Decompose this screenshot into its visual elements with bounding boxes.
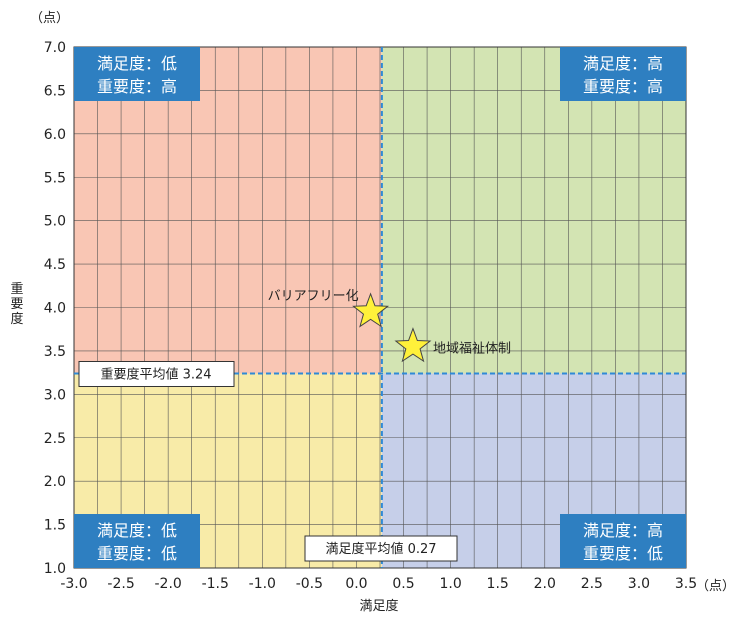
x-tick-label: -2.5 bbox=[107, 576, 134, 592]
quadrant-label-text: 重要度：低 bbox=[583, 544, 663, 563]
quadrant-label-box bbox=[74, 47, 200, 101]
y-tick-label: 3.0 bbox=[44, 387, 66, 403]
quadrant-label-text: 満足度：高 bbox=[583, 54, 663, 73]
data-point-label: 地域福祉体制 bbox=[433, 342, 511, 357]
quadrant-label-box bbox=[560, 514, 686, 568]
y-average-label: 重要度平均値 3.24 bbox=[100, 366, 211, 382]
quadrant-label-box bbox=[560, 47, 686, 101]
y-axis-label-char: 度 bbox=[10, 311, 23, 327]
y-axis-label-char: 要 bbox=[10, 297, 23, 312]
quadrant-label-text: 満足度：低 bbox=[97, 54, 177, 73]
x-tick-label: -0.5 bbox=[296, 576, 323, 592]
x-average-label: 満足度平均値 0.27 bbox=[325, 541, 436, 557]
y-tick-label: 3.5 bbox=[44, 344, 66, 360]
quadrant-top-right bbox=[381, 47, 686, 374]
x-tick-label: 1.5 bbox=[487, 576, 509, 592]
quadrant-label-box bbox=[74, 514, 200, 568]
x-tick-label: -3.0 bbox=[60, 576, 87, 592]
y-tick-label: 4.5 bbox=[44, 257, 66, 273]
quadrant-label-text: 満足度：低 bbox=[97, 521, 177, 540]
x-tick-label: 2.5 bbox=[581, 576, 603, 592]
tick-labels: -3.0 -2.5 -2.0 -1.5 -1.0 -0.5 0.0 0.5 1.0 1.5 2.0 2… bbox=[44, 40, 697, 592]
y-tick-label: 4.0 bbox=[44, 301, 66, 317]
x-tick-label: 0.0 bbox=[345, 576, 367, 592]
x-tick-label: 0.5 bbox=[392, 576, 414, 592]
x-tick-label: -1.5 bbox=[202, 576, 229, 592]
y-axis-label-char: 重 bbox=[10, 281, 23, 297]
y-tick-label: 2.0 bbox=[44, 474, 66, 490]
x-tick-label: 1.0 bbox=[439, 576, 461, 592]
quadrant-label-text: 重要度：高 bbox=[583, 77, 663, 96]
y-tick-label: 5.0 bbox=[44, 214, 66, 230]
x-axis-label: 満足度 bbox=[359, 598, 398, 614]
y-tick-label: 1.0 bbox=[44, 561, 66, 577]
x-tick-label: 3.5 bbox=[675, 576, 697, 592]
x-tick-label: 2.0 bbox=[534, 576, 556, 592]
y-tick-label: 6.0 bbox=[44, 127, 66, 143]
quadrant-top-left bbox=[74, 47, 382, 374]
plot-border bbox=[73, 46, 687, 569]
average-labels: 重要度平均値 3.24 満足度平均値 0.27 bbox=[78, 360, 458, 562]
data-point-label: バリアフリー化 bbox=[268, 289, 359, 304]
y-average-label-box bbox=[78, 360, 235, 387]
data-point-star bbox=[394, 327, 432, 363]
quadrant-label-text: 満足度：高 bbox=[583, 521, 663, 540]
x-average-label-box bbox=[304, 535, 458, 562]
y-axis-label: 重要度 bbox=[10, 281, 23, 327]
y-axis-unit: （点） bbox=[30, 11, 69, 26]
quadrant-label-text: 重要度：高 bbox=[97, 77, 177, 96]
y-tick-label: 7.0 bbox=[44, 40, 66, 56]
y-tick-label: 2.5 bbox=[44, 431, 66, 447]
y-tick-label: 5.5 bbox=[44, 170, 66, 186]
x-tick-label: 3.0 bbox=[628, 576, 650, 592]
quadrant-label-text: 重要度：低 bbox=[97, 544, 177, 563]
data-point-star bbox=[352, 292, 390, 328]
y-tick-label: 6.5 bbox=[44, 83, 66, 99]
x-tick-label: -2.0 bbox=[154, 576, 181, 592]
y-tick-label: 1.5 bbox=[44, 518, 66, 534]
x-axis-unit: （点） bbox=[696, 579, 734, 594]
x-tick-label: -1.0 bbox=[249, 576, 276, 592]
